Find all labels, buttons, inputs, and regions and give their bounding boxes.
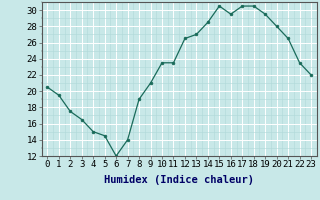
X-axis label: Humidex (Indice chaleur): Humidex (Indice chaleur): [104, 175, 254, 185]
